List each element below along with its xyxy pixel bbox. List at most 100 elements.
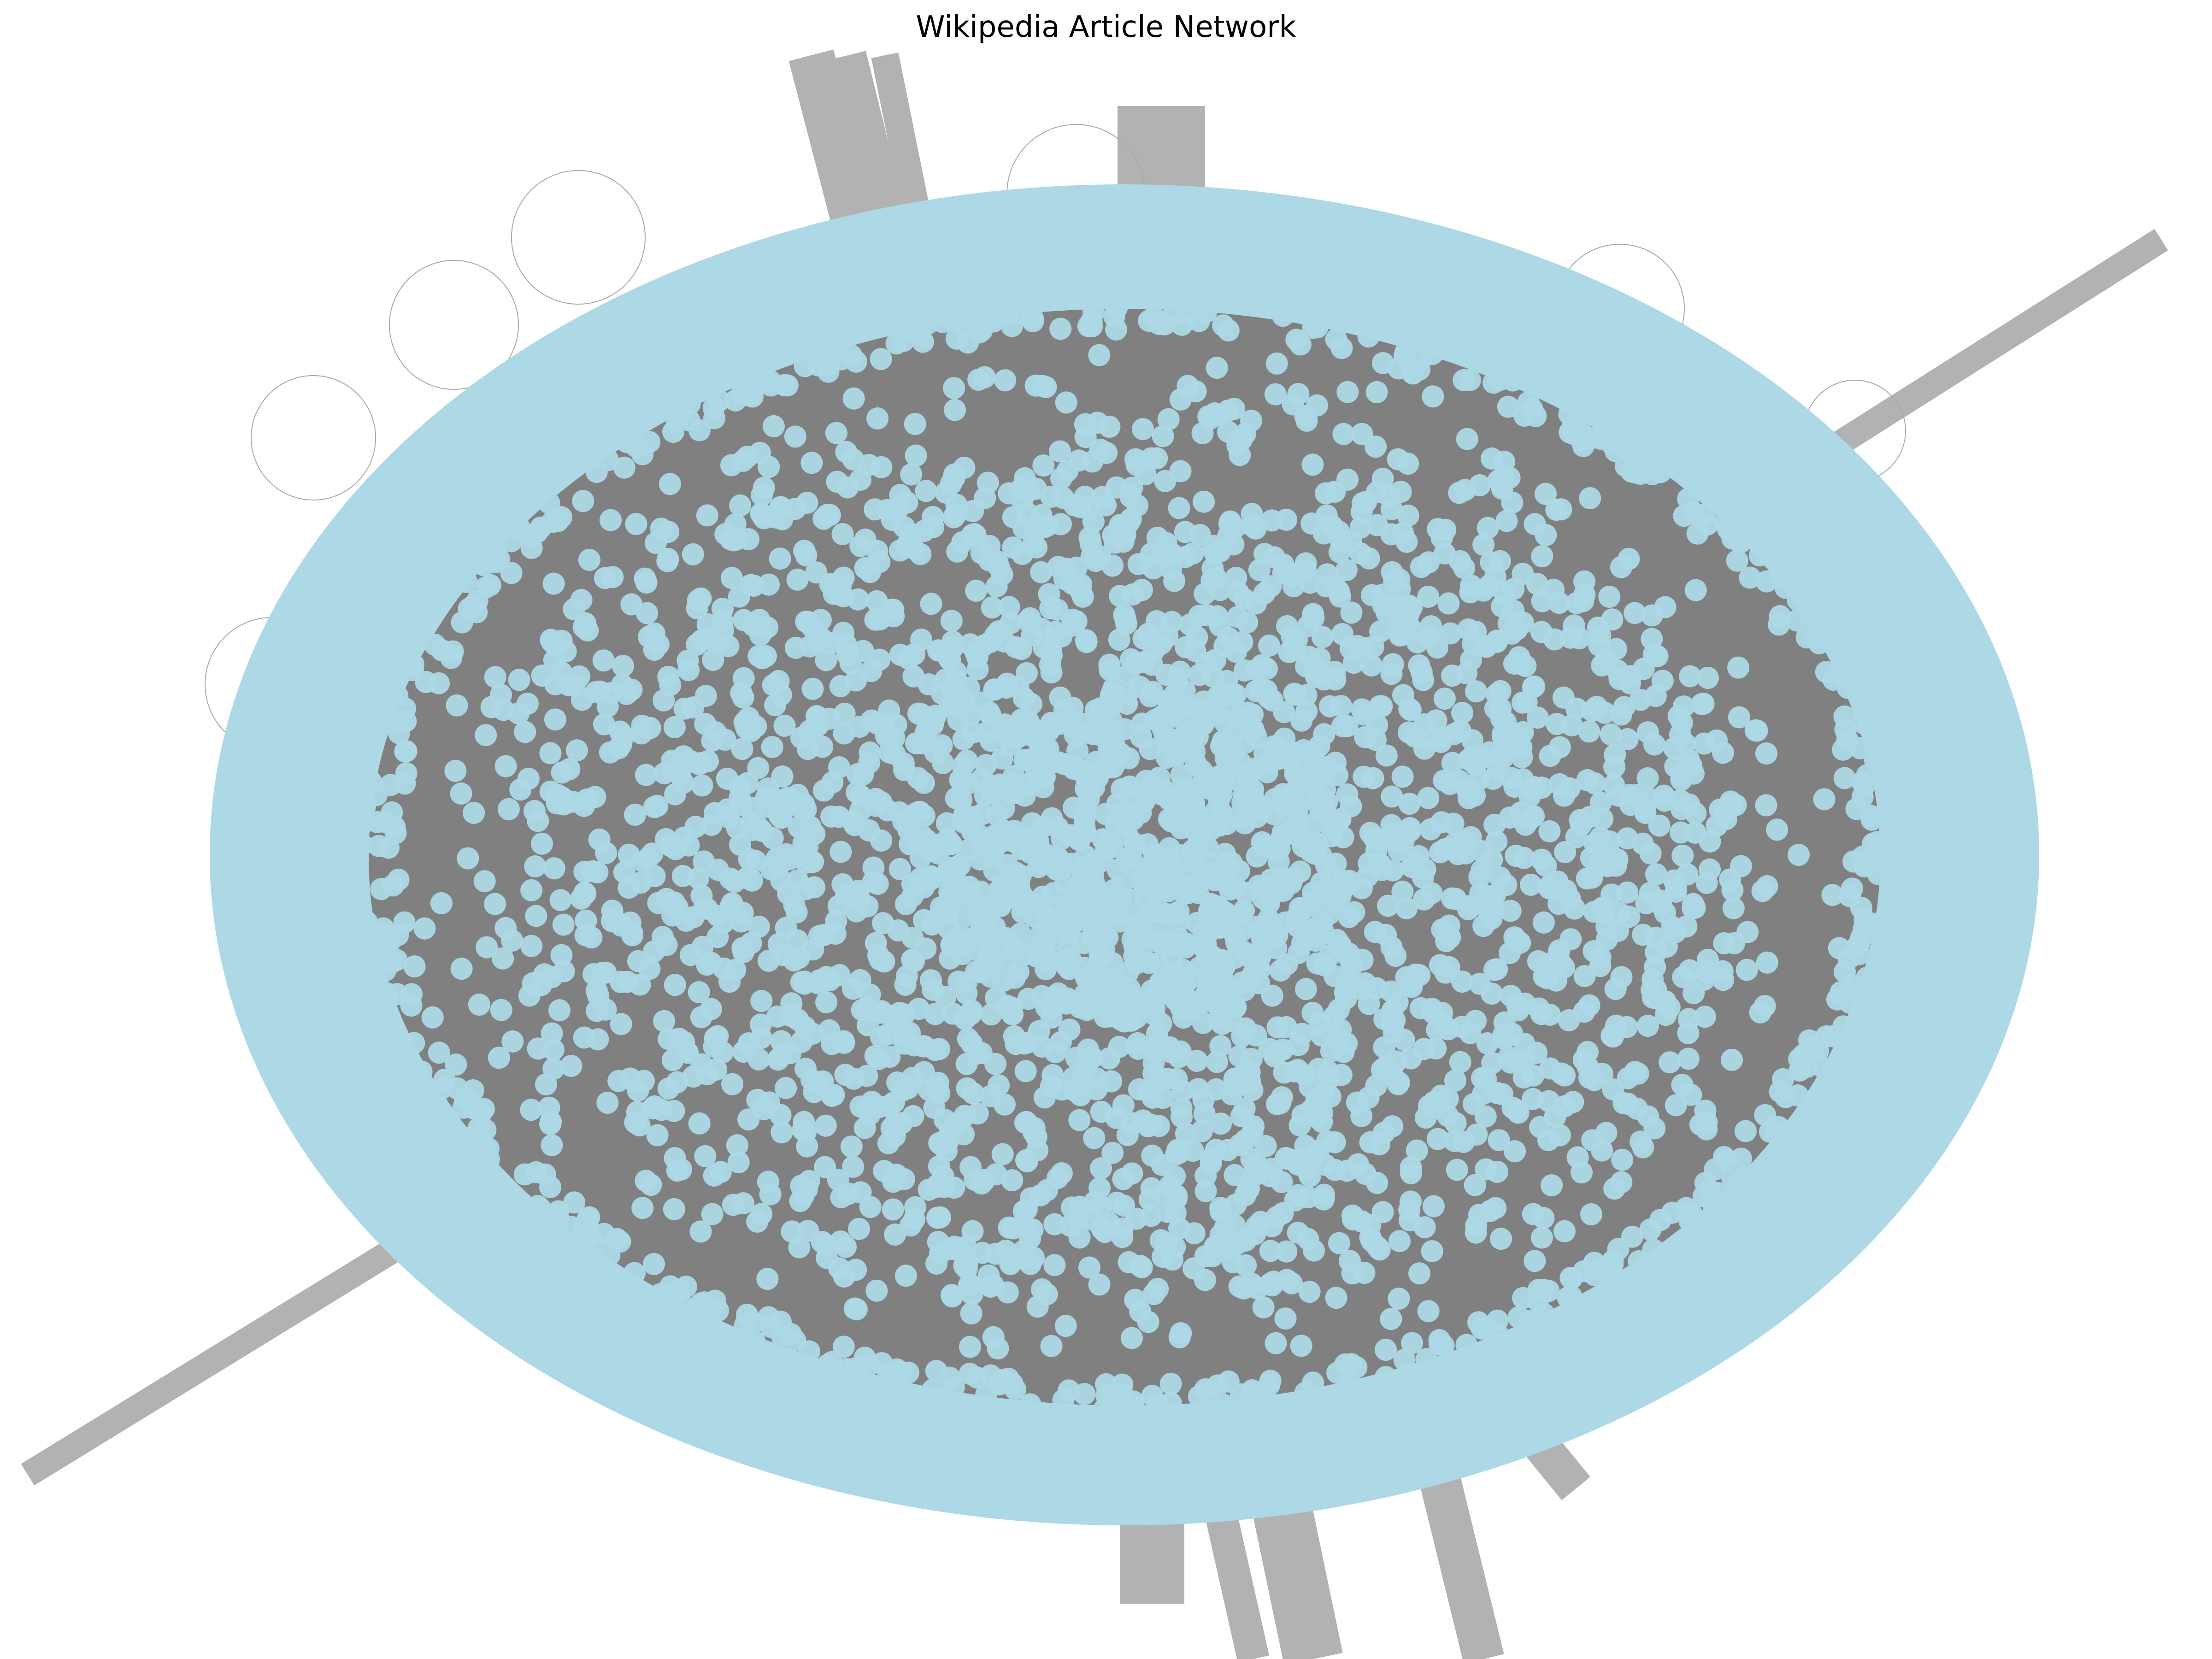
network-node	[784, 425, 806, 448]
network-node	[1347, 1153, 1369, 1176]
network-node	[1579, 487, 1601, 509]
network-node	[1538, 820, 1561, 842]
network-node	[1578, 720, 1600, 743]
network-node	[1101, 681, 1123, 704]
network-node	[818, 969, 841, 991]
network-node	[1387, 448, 1409, 471]
network-node	[610, 971, 632, 993]
network-node	[1851, 771, 1873, 793]
network-node	[1252, 1296, 1275, 1318]
network-node	[758, 949, 780, 972]
network-node	[1380, 523, 1403, 546]
network-node	[814, 1114, 837, 1137]
network-node	[912, 330, 934, 353]
network-node	[677, 659, 700, 682]
network-node	[870, 348, 892, 371]
network-node	[1025, 1125, 1047, 1148]
network-node	[825, 422, 847, 444]
network-node	[1044, 1041, 1067, 1064]
network-node	[1677, 1008, 1700, 1030]
network-node	[1209, 1197, 1232, 1219]
network-node	[678, 393, 701, 415]
network-node	[1108, 629, 1130, 651]
network-node	[1184, 640, 1206, 662]
network-node	[672, 745, 695, 768]
network-node	[1573, 583, 1596, 606]
network-node	[1601, 608, 1624, 631]
network-node	[864, 608, 887, 631]
network-node	[762, 674, 784, 696]
network-node	[563, 675, 586, 697]
self-loop	[251, 375, 376, 500]
network-node	[1340, 530, 1362, 553]
network-node	[1265, 937, 1288, 959]
network-node	[1093, 938, 1115, 960]
network-node	[1325, 1287, 1347, 1309]
network-node	[1088, 344, 1111, 366]
network-node	[1194, 1378, 1217, 1400]
network-node	[1194, 1165, 1217, 1187]
network-node	[1129, 1254, 1151, 1277]
network-node	[816, 1354, 839, 1377]
network-node	[657, 520, 680, 543]
network-node	[706, 1025, 729, 1047]
network-node	[1210, 950, 1232, 973]
network-node	[1393, 1029, 1415, 1051]
network-node	[694, 1145, 717, 1167]
network-node	[1138, 310, 1160, 332]
network-node	[393, 911, 416, 934]
network-node	[1021, 812, 1043, 835]
network-node	[1233, 900, 1255, 922]
network-node	[956, 1252, 978, 1274]
network-node	[1359, 1131, 1382, 1153]
network-node	[994, 369, 1017, 392]
network-node	[1272, 305, 1294, 327]
network-node	[1340, 601, 1363, 624]
network-node	[1690, 693, 1713, 715]
network-node	[1679, 665, 1701, 688]
network-node	[1307, 1106, 1330, 1128]
network-node	[1591, 654, 1613, 677]
network-node	[1559, 421, 1581, 444]
network-node	[635, 571, 658, 594]
network-node	[613, 861, 635, 884]
network-node	[513, 1163, 536, 1186]
network-node	[1305, 665, 1328, 688]
network-node	[1221, 742, 1244, 765]
network-node	[1037, 948, 1060, 971]
network-node	[1099, 659, 1121, 681]
network-node	[1559, 626, 1582, 649]
network-node	[1446, 1159, 1468, 1181]
network-node	[1264, 1045, 1286, 1068]
network-node	[920, 593, 942, 615]
network-node	[757, 777, 779, 800]
network-node	[888, 1002, 911, 1024]
network-node	[956, 749, 978, 772]
network-node	[1693, 732, 1716, 755]
network-node	[712, 598, 734, 620]
network-node	[1054, 1315, 1077, 1337]
network-node	[770, 496, 792, 518]
network-node	[1120, 1327, 1143, 1349]
network-node	[721, 567, 743, 589]
network-node	[1257, 908, 1280, 930]
network-node	[979, 729, 1002, 752]
network-node	[994, 1093, 1016, 1116]
network-node	[1212, 1394, 1235, 1416]
network-node	[1265, 1332, 1287, 1354]
network-node	[600, 509, 622, 531]
network-node	[1058, 958, 1080, 980]
network-node	[1476, 897, 1498, 919]
network-node	[1208, 404, 1230, 426]
network-node	[696, 504, 718, 527]
network-node	[814, 1156, 836, 1178]
network-node	[1263, 546, 1286, 569]
network-node	[1063, 494, 1086, 517]
network-node	[1284, 683, 1307, 706]
network-node	[816, 504, 838, 526]
network-node	[1080, 880, 1102, 902]
network-node	[1730, 531, 1752, 553]
network-node	[1677, 488, 1700, 510]
network-node	[1170, 1322, 1192, 1344]
